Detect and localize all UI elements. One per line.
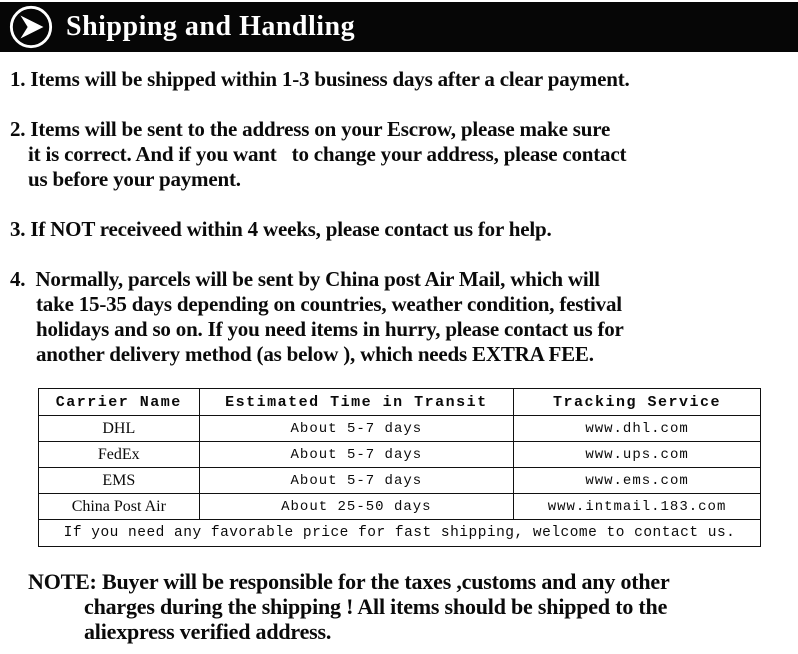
- tracking-url: www.ups.com: [513, 441, 761, 468]
- table-row: China Post Air About 25-50 days www.intm…: [38, 493, 761, 520]
- policy-line: it is correct. And if you want to change…: [28, 142, 627, 166]
- note-line: charges during the shipping ! All items …: [84, 594, 668, 619]
- policy-line: 1. Items will be shipped within 1-3 busi…: [10, 67, 630, 91]
- transit-time: About 25-50 days: [198, 493, 515, 520]
- note-block: NOTE: Buyer will be responsible for the …: [0, 569, 798, 644]
- column-header-tracking: Tracking Service: [513, 388, 761, 416]
- policy-line: 3. If NOT receiveed within 4 weeks, plea…: [10, 217, 552, 241]
- policy-line: take 15-35 days depending on countries, …: [36, 292, 622, 316]
- policy-line: 4. Normally, parcels will be sent by Chi…: [10, 267, 600, 291]
- table-footer-row: If you need any favorable price for fast…: [38, 519, 761, 547]
- tracking-url: www.dhl.com: [513, 415, 761, 442]
- policy-item-4: 4. Normally, parcels will be sent by Chi…: [10, 267, 792, 367]
- page-title: Shipping and Handling: [66, 11, 356, 42]
- policy-line: holidays and so on. If you need items in…: [36, 317, 624, 341]
- tracking-url: www.ems.com: [513, 467, 761, 494]
- table-row: EMS About 5-7 days www.ems.com: [38, 467, 761, 494]
- column-header-carrier: Carrier Name: [38, 388, 200, 416]
- policy-list: 1. Items will be shipped within 1-3 busi…: [0, 67, 798, 367]
- header-bar: Shipping and Handling: [0, 2, 798, 52]
- policy-item-1: 1. Items will be shipped within 1-3 busi…: [10, 67, 792, 92]
- policy-line: us before your payment.: [28, 167, 241, 191]
- table-row: DHL About 5-7 days www.dhl.com: [38, 415, 761, 442]
- note-line: NOTE: Buyer will be responsible for the …: [28, 569, 670, 594]
- policy-line: 2. Items will be sent to the address on …: [10, 117, 611, 141]
- table-footer-text: If you need any favorable price for fast…: [38, 519, 761, 547]
- table-row: FedEx About 5-7 days www.ups.com: [38, 441, 761, 468]
- policy-line: another delivery method (as below ), whi…: [36, 342, 594, 366]
- carrier-name: EMS: [38, 467, 200, 494]
- arrow-right-circle-icon: [8, 4, 54, 50]
- transit-time: About 5-7 days: [198, 415, 515, 442]
- carrier-name: China Post Air: [38, 493, 200, 520]
- carrier-name: DHL: [38, 415, 200, 442]
- transit-time: About 5-7 days: [198, 441, 515, 468]
- policy-item-3: 3. If NOT receiveed within 4 weeks, plea…: [10, 217, 792, 242]
- transit-time: About 5-7 days: [198, 467, 515, 494]
- tracking-url: www.intmail.183.com: [513, 493, 761, 520]
- shipping-table: Carrier Name Estimated Time in Transit T…: [38, 388, 761, 547]
- carrier-name: FedEx: [38, 441, 200, 468]
- note-line: aliexpress verified address.: [84, 619, 332, 644]
- table-header-row: Carrier Name Estimated Time in Transit T…: [38, 388, 761, 416]
- column-header-time: Estimated Time in Transit: [198, 388, 515, 416]
- policy-item-2: 2. Items will be sent to the address on …: [10, 117, 792, 192]
